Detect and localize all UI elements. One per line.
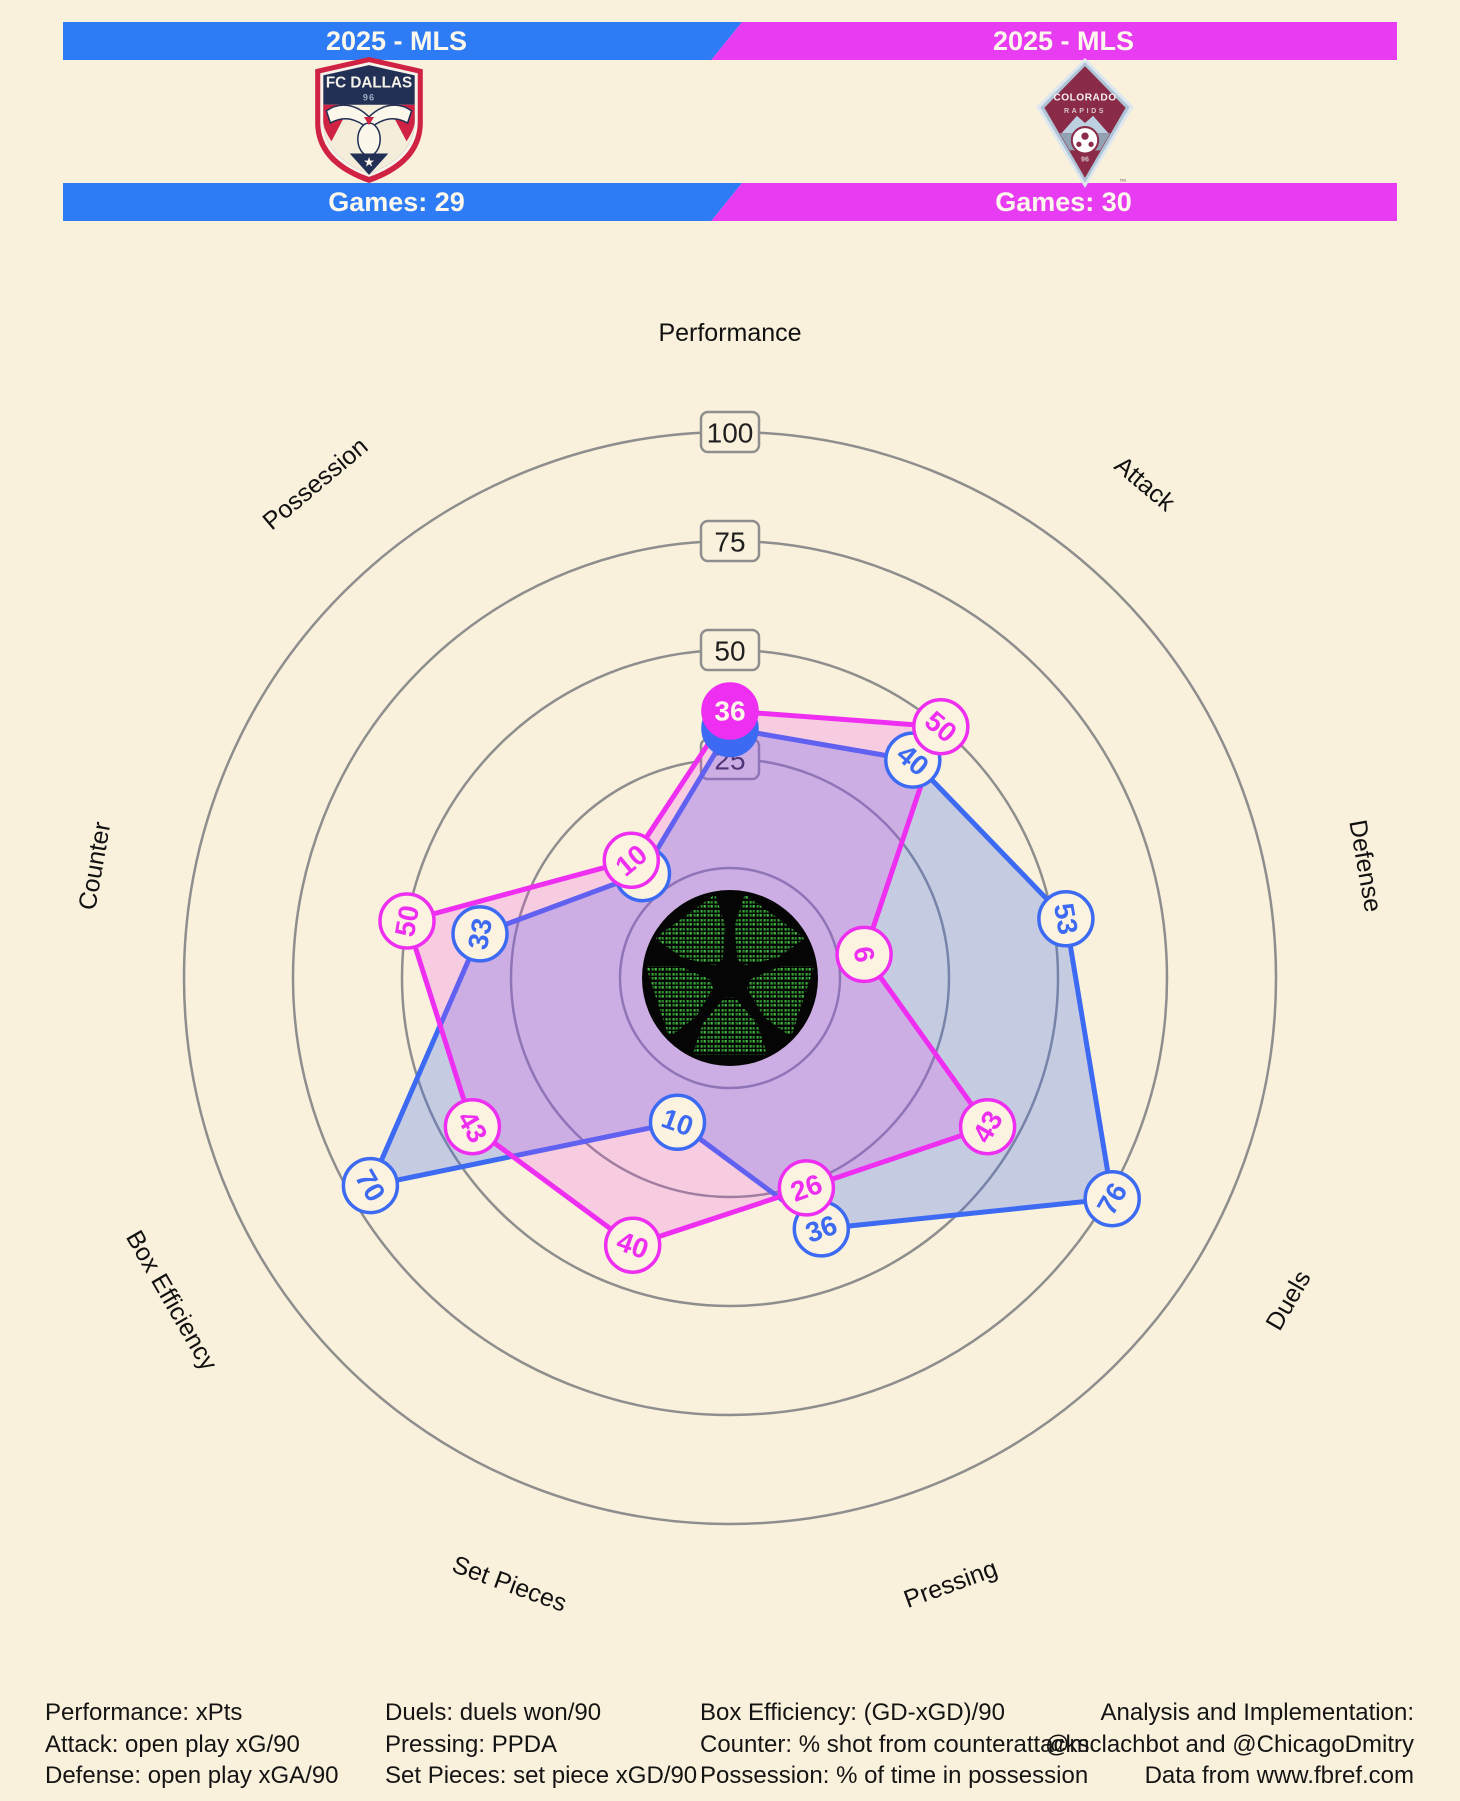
colorado-badge-sub: RAPIDS <box>1064 107 1106 115</box>
ball-patch-2 <box>646 966 713 1037</box>
axis-label-duels: Duels <box>1260 1266 1316 1335</box>
value-label-colorado-rapids-performance: 36 <box>714 696 745 727</box>
value-marker-colorado-rapids-attack <box>912 697 970 756</box>
axis-label-pressing: Pressing <box>900 1554 1001 1614</box>
soccer-ball-icon <box>642 890 818 1066</box>
axis-label-possession: Possession <box>257 432 373 536</box>
legend-defense: Defense: open play xGA/90 <box>45 1762 339 1789</box>
legend-duels: Duels: duels won/90 <box>385 1699 602 1726</box>
value-marker-fc-dallas-set-pieces <box>648 1093 707 1152</box>
ring-tick-50: 50 <box>714 636 745 667</box>
ring-tick-box-100 <box>699 410 761 454</box>
legend-attack: Attack: open play xG/90 <box>45 1730 300 1758</box>
axis-label-counter: Counter <box>73 820 116 912</box>
value-label-fc-dallas-counter: 33 <box>462 916 498 952</box>
axis-label-attack: Attack <box>1109 451 1181 517</box>
colorado-badge-tm: ™ <box>1119 178 1126 186</box>
games-banner-right-bg <box>711 183 1397 221</box>
value-marker-colorado-rapids-box-efficiency <box>443 1097 502 1156</box>
legend-box-efficiency: Box Efficiency: (GD-xGD)/90 <box>700 1699 1005 1726</box>
ring-tick-100: 100 <box>707 418 754 449</box>
credits-line1: Analysis and Implementation: <box>1100 1699 1415 1726</box>
grid-ring-0 <box>618 866 842 1090</box>
season-banner-left-bg <box>63 22 743 60</box>
ring-tick-75: 75 <box>714 527 745 558</box>
ball-patch-0 <box>734 894 806 966</box>
legend-set-pieces: Set Pieces: set piece xGD/90 <box>385 1762 698 1789</box>
colorado-badge-year: 96 <box>1081 156 1089 164</box>
footer-legend-col2: Duels: duels won/90 Pressing: PPDA Set P… <box>385 1697 697 1792</box>
dallas-star-icon: ★ <box>363 155 375 170</box>
radar-grid: 255075100 <box>182 410 1278 1526</box>
value-marker-fc-dallas-counter <box>451 905 509 963</box>
value-marker-colorado-rapids-set-pieces <box>603 1216 662 1274</box>
value-marker-colorado-rapids-defense <box>835 925 893 984</box>
value-marker-colorado-rapids-possession <box>602 831 661 890</box>
credits-line3: Data from www.fbref.com <box>1144 1762 1414 1789</box>
season-label-right: 2025 - MLS <box>992 26 1135 56</box>
legend-counter: Counter: % shot from counterattacks <box>700 1730 1090 1758</box>
ball-patch-4 <box>747 966 814 1037</box>
colorado-rapids-badge: COLORADO RAPIDS 96 ™ <box>1036 58 1134 188</box>
footer-legend-col1: Performance: xPts Attack: open play xG/9… <box>45 1697 339 1792</box>
season-banner: 2025 - MLS 2025 - MLS <box>63 22 1397 60</box>
games-banner-left-bg <box>63 183 743 221</box>
games-label-left: Games: 29 <box>328 187 465 217</box>
value-marker-colorado-rapids-duels <box>958 1097 1017 1156</box>
soccer-ball-pattern <box>646 894 814 1055</box>
ball-patch-3 <box>692 997 768 1055</box>
dallas-badge-name: FC DALLAS <box>326 75 412 92</box>
credits-line2: @mclachbot and @ChicagoDmitry <box>1045 1730 1414 1758</box>
value-marker-colorado-rapids-pressing <box>777 1159 836 1217</box>
games-banner: Games: 29 Games: 30 <box>63 183 1397 221</box>
colorado-badge-name: COLORADO <box>1053 93 1116 104</box>
value-label-colorado-rapids-defense: 6 <box>847 944 880 965</box>
games-label-right: Games: 30 <box>995 187 1132 217</box>
ring-tick-box-75 <box>699 519 761 563</box>
axis-label-set-pieces: Set Pieces <box>448 1551 570 1618</box>
value-label-fc-dallas-defense: 53 <box>1048 901 1084 937</box>
dallas-badge-year: 96 <box>363 93 375 103</box>
fc-dallas-badge: ★ FC DALLAS 96 <box>315 57 423 183</box>
legend-pressing: Pressing: PPDA <box>385 1730 558 1758</box>
season-label-left: 2025 - MLS <box>325 26 468 56</box>
value-marker-fc-dallas-duels <box>1083 1169 1141 1228</box>
ball-patch-1 <box>654 894 726 966</box>
legend-performance: Performance: xPts <box>45 1699 243 1726</box>
footer-credits: Analysis and Implementation: @mclachbot … <box>1045 1697 1414 1792</box>
ring-tick-box-50 <box>699 628 761 672</box>
value-marker-fc-dallas-defense <box>1037 890 1095 948</box>
value-marker-colorado-rapids-counter <box>378 892 436 950</box>
axis-label-defense: Defense <box>1343 818 1387 915</box>
footer-legend-col3: Box Efficiency: (GD-xGD)/90 Counter: % s… <box>700 1697 1090 1792</box>
season-banner-right-bg <box>711 22 1397 60</box>
value-marker-fc-dallas-box-efficiency <box>341 1156 400 1215</box>
axis-label-performance: Performance <box>658 319 801 347</box>
legend-possession: Possession: % of time in possession <box>700 1762 1089 1789</box>
axis-label-box-efficiency: Box Efficiency <box>120 1226 223 1376</box>
value-marker-colorado-rapids-performance <box>701 682 759 740</box>
value-label-colorado-rapids-counter: 50 <box>389 903 425 939</box>
